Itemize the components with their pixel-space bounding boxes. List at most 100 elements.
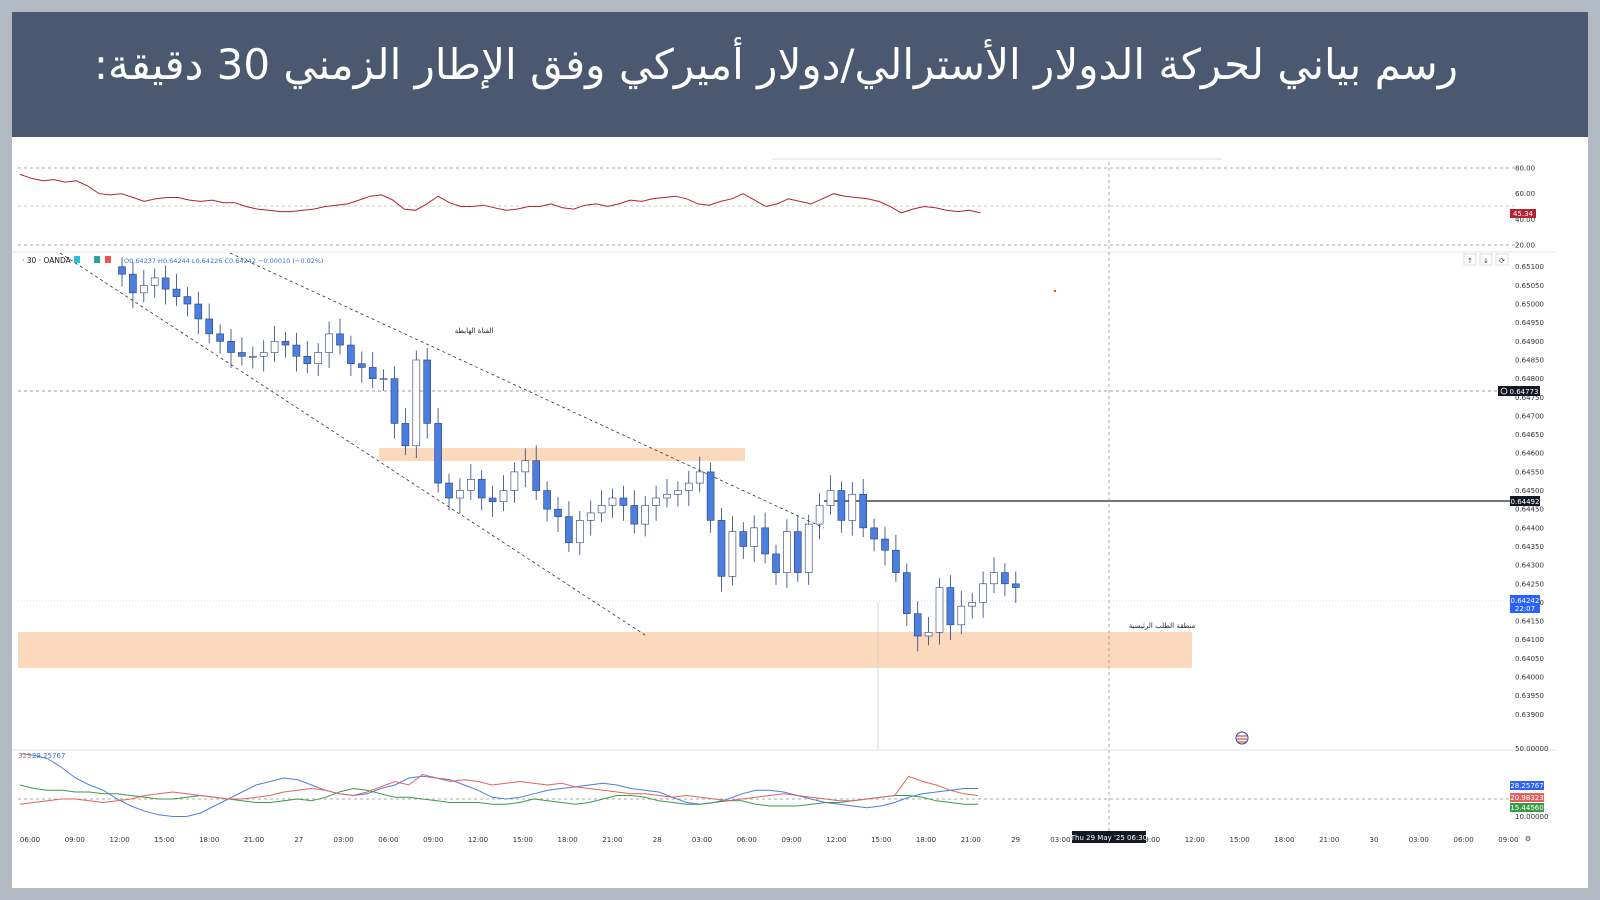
- buy-icon[interactable]: [94, 256, 100, 263]
- candle-body: [423, 359, 432, 424]
- candle-body: [957, 605, 966, 626]
- candle-body: [183, 296, 192, 305]
- time-axis-tick: 06:00: [20, 836, 40, 844]
- candle-body: [586, 512, 595, 521]
- countdown-text: 22:07: [1515, 605, 1535, 613]
- time-axis-tick: 12:00: [826, 836, 846, 844]
- pane-controls: ↑ ↓ ⟳: [1463, 253, 1509, 266]
- candle-body: [172, 288, 181, 297]
- time-axis-tick: 15:00: [1230, 836, 1250, 844]
- candle-body: [499, 490, 508, 503]
- candle-body: [695, 471, 704, 484]
- title-banner: رسم بياني لحركة الدولار الأسترالي/دولار …: [12, 12, 1588, 137]
- di-minus-badge-text: 20.98323: [1510, 794, 1543, 802]
- time-axis-tick: 27: [294, 836, 303, 844]
- time-axis-tick: 28: [653, 836, 662, 844]
- candle-body: [543, 490, 551, 510]
- time-axis-tick: 09:00: [65, 836, 85, 844]
- candle-body: [281, 341, 290, 346]
- time-axis-tick: 06:00: [1454, 836, 1474, 844]
- rsi-axis-tick: 20.00: [1515, 242, 1535, 250]
- candle-body: [357, 363, 366, 368]
- price-axis-tick: 0.64800: [1515, 375, 1544, 383]
- candle-body: [488, 497, 497, 503]
- di-plus-badge-text: 15.44560: [1510, 804, 1543, 812]
- candle-body: [924, 631, 933, 637]
- settings-icon[interactable]: ⚙: [1525, 835, 1531, 843]
- time-axis-tick: 12:00: [1185, 836, 1205, 844]
- candle-body: [597, 505, 606, 514]
- us-flag-icon[interactable]: [1235, 731, 1249, 745]
- time-axis-tick: 29: [1011, 836, 1020, 844]
- channel-label: القناة الهابطة: [455, 327, 494, 335]
- down-arrow-icon: ↓: [1483, 257, 1489, 265]
- price-axis-tick: 0.64550: [1515, 468, 1544, 476]
- time-axis-tick: 03:00: [1409, 836, 1429, 844]
- time-axis-tick: 03:00: [334, 836, 354, 844]
- di-plus-badge: [1510, 803, 1544, 812]
- refresh-button[interactable]: [1495, 253, 1509, 266]
- candle-body: [303, 355, 312, 365]
- candle-body: [575, 520, 584, 544]
- time-axis-tick: 21:00: [602, 836, 622, 844]
- rsi-line: [19, 173, 981, 214]
- price-axis-tick: 0.64000: [1515, 674, 1544, 682]
- di-minus-line: [19, 773, 979, 805]
- price-axis-tick: 0.64950: [1515, 319, 1544, 327]
- candle-body: [881, 538, 889, 551]
- candle-body: [990, 572, 998, 585]
- alert-icon[interactable]: [74, 256, 80, 263]
- adx-line: [19, 753, 978, 817]
- candle-body: [739, 531, 748, 547]
- price-axis-tick: 0.65000: [1515, 301, 1544, 309]
- candle-body: [510, 471, 519, 491]
- candle-body: [717, 520, 726, 577]
- time-axis-tick: 30: [1370, 836, 1379, 844]
- di-minus-badge: [1510, 793, 1544, 802]
- rsi-axis-tick: 60.00: [1515, 190, 1535, 198]
- time-axis-tick: 09:00: [1140, 836, 1160, 844]
- time-axis-tick: 06:00: [378, 836, 398, 844]
- candle-body: [412, 359, 421, 447]
- target-icon[interactable]: [1500, 387, 1508, 395]
- time-axis-tick: 06:00: [737, 836, 757, 844]
- time-axis-tick: 09:00: [782, 836, 802, 844]
- candle-body: [652, 497, 660, 506]
- candle-body: [783, 531, 791, 573]
- candle-body: [401, 423, 410, 447]
- candle-body: [684, 482, 693, 491]
- time-axis-tick: 03:00: [692, 836, 712, 844]
- candle-body: [216, 333, 224, 342]
- price-axis-tick: 0.64650: [1515, 431, 1544, 439]
- rsi-axis-tick: 40.00: [1515, 216, 1535, 224]
- time-axis-tick: 12:00: [110, 836, 130, 844]
- time-axis-tick: 21:00: [244, 836, 264, 844]
- price-axis-tick: 0.63900: [1515, 711, 1544, 719]
- rsi-value-text: 45.34: [1513, 210, 1534, 218]
- candle-body: [859, 493, 868, 529]
- price-axis-tick: 0.64500: [1515, 487, 1544, 495]
- time-axis-tick: 18:00: [199, 836, 219, 844]
- candle-body: [347, 344, 355, 365]
- sell-icon[interactable]: [105, 256, 111, 263]
- price-axis-tick: 0.64600: [1515, 450, 1544, 458]
- time-axis-tick: 18:00: [1274, 836, 1294, 844]
- rsi-value-badge: [1510, 209, 1536, 218]
- adx-badge: [1510, 781, 1544, 790]
- candle-body: [314, 352, 323, 365]
- up-arrow-button[interactable]: [1463, 253, 1477, 266]
- candle-body: [325, 333, 333, 353]
- candle-body: [837, 490, 846, 521]
- down-arrow-button[interactable]: [1479, 253, 1493, 266]
- candle-body: [292, 344, 301, 357]
- candle-body: [161, 277, 170, 290]
- candle-body: [270, 341, 279, 353]
- candle-body: [140, 285, 148, 294]
- candle-body: [750, 527, 759, 547]
- price-axis-tick: 0.64450: [1515, 506, 1544, 514]
- time-axis: 06:00 09:00 12:00 15:00 18:00 21:00 27 03:00 06:…: [20, 836, 1519, 844]
- demand-zone: [18, 632, 1192, 668]
- channel-upper-line: [229, 252, 825, 529]
- candle-body: [445, 482, 453, 499]
